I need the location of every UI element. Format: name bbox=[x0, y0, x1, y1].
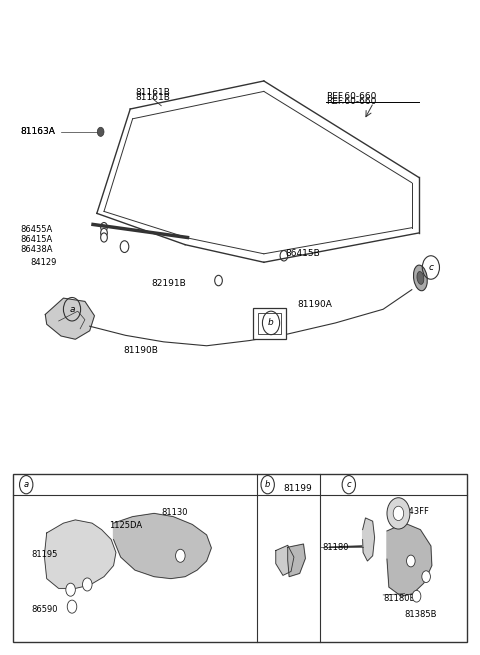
Circle shape bbox=[67, 600, 77, 613]
Polygon shape bbox=[276, 546, 294, 575]
Text: 81163A: 81163A bbox=[21, 127, 55, 136]
Circle shape bbox=[407, 555, 415, 567]
Circle shape bbox=[280, 251, 288, 261]
Text: 81180: 81180 bbox=[322, 543, 348, 552]
Ellipse shape bbox=[413, 265, 427, 291]
Polygon shape bbox=[363, 518, 374, 561]
Text: 1243FF: 1243FF bbox=[398, 507, 429, 516]
Circle shape bbox=[412, 590, 421, 602]
Text: 81190A: 81190A bbox=[297, 300, 332, 309]
Text: 86415B: 86415B bbox=[285, 250, 320, 258]
Polygon shape bbox=[44, 520, 116, 588]
Circle shape bbox=[101, 233, 108, 242]
Text: 81130: 81130 bbox=[161, 508, 188, 517]
Circle shape bbox=[97, 127, 104, 136]
Circle shape bbox=[176, 550, 185, 562]
Text: 81180E: 81180E bbox=[383, 593, 415, 603]
Text: a: a bbox=[24, 480, 29, 489]
Text: 81385B: 81385B bbox=[405, 610, 437, 619]
Text: 81195: 81195 bbox=[31, 550, 57, 559]
Text: a: a bbox=[69, 305, 75, 314]
Text: 86455A: 86455A bbox=[21, 225, 53, 234]
Bar bbox=[258, 313, 281, 334]
Polygon shape bbox=[288, 544, 305, 576]
Text: 82191B: 82191B bbox=[152, 279, 186, 288]
Polygon shape bbox=[387, 523, 432, 596]
Text: 86415A: 86415A bbox=[21, 235, 53, 244]
Text: 81199: 81199 bbox=[283, 484, 312, 493]
Circle shape bbox=[215, 275, 222, 286]
Text: 1125DA: 1125DA bbox=[109, 521, 142, 531]
Polygon shape bbox=[45, 298, 95, 339]
Text: 84129: 84129 bbox=[30, 258, 56, 267]
Text: 81161B: 81161B bbox=[135, 88, 170, 97]
Circle shape bbox=[422, 571, 431, 582]
Text: b: b bbox=[268, 318, 274, 328]
Text: c: c bbox=[347, 480, 351, 489]
Polygon shape bbox=[114, 514, 211, 578]
Text: 86590: 86590 bbox=[31, 605, 58, 614]
Ellipse shape bbox=[417, 272, 424, 284]
Bar bbox=[253, 308, 286, 339]
Circle shape bbox=[120, 241, 129, 252]
Text: REF.60-660: REF.60-660 bbox=[326, 97, 376, 105]
Circle shape bbox=[83, 578, 92, 591]
Text: 81161B: 81161B bbox=[135, 93, 170, 102]
Text: b: b bbox=[265, 480, 270, 489]
Bar bbox=[13, 474, 467, 642]
Text: REF.60-660: REF.60-660 bbox=[326, 92, 376, 100]
Text: c: c bbox=[428, 263, 433, 272]
Text: 81190B: 81190B bbox=[123, 346, 158, 355]
Circle shape bbox=[393, 506, 404, 521]
Circle shape bbox=[66, 583, 75, 596]
Circle shape bbox=[101, 223, 108, 232]
Text: 81163A: 81163A bbox=[21, 127, 55, 136]
Circle shape bbox=[387, 498, 410, 529]
Circle shape bbox=[101, 229, 108, 238]
Text: 86438A: 86438A bbox=[21, 246, 53, 254]
